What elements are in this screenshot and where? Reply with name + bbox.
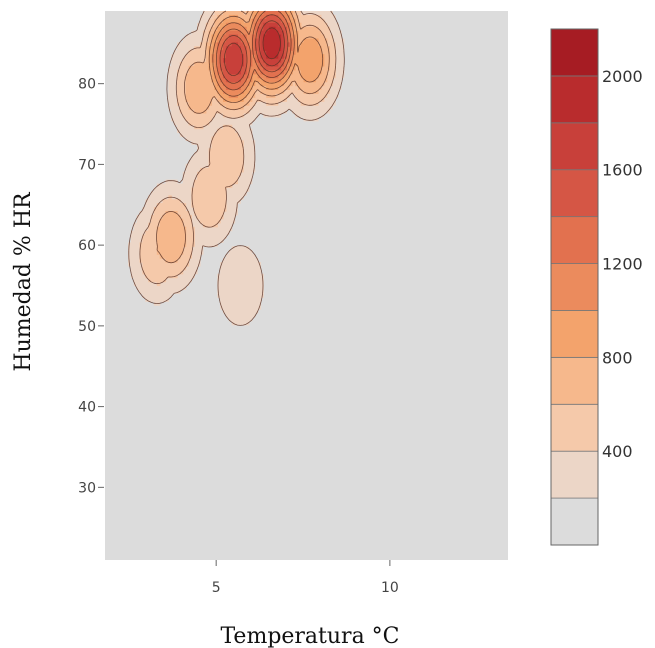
contour-band [263, 26, 282, 59]
contour-line [262, 27, 281, 60]
colorbar-band [550, 403, 599, 452]
contour-line [139, 10, 337, 285]
contour-line [216, 10, 292, 91]
colorbar-tick-label: 1200 [602, 255, 643, 274]
y-tick-label: 70 [78, 157, 96, 173]
contour-line [156, 10, 330, 264]
x-axis: 5 10 [212, 560, 399, 596]
colorbar-band [550, 310, 599, 358]
x-tick-label: 10 [381, 580, 399, 596]
contour-line [224, 20, 285, 77]
contour-line [212, 10, 295, 97]
contour-line [208, 10, 324, 103]
y-axis-title: Humedad % HR [11, 191, 36, 372]
y-tick-label: 30 [78, 480, 96, 496]
colorbar-band [550, 497, 599, 546]
y-tick-label: 60 [78, 238, 96, 254]
colorbar-tick-label: 400 [602, 442, 633, 461]
colorbar-tick-label: 800 [602, 348, 633, 367]
colorbar-band [550, 122, 599, 171]
colorbar-band [550, 450, 599, 499]
contour-line [219, 14, 289, 84]
x-tick-label: 5 [212, 580, 221, 596]
colorbar-band [550, 216, 599, 264]
colorbar-tick-label: 2000 [602, 67, 643, 86]
y-tick-label: 50 [78, 319, 96, 335]
y-tick-label: 40 [78, 400, 96, 416]
contour-layer [127, 10, 345, 326]
colorbar-band [550, 28, 599, 77]
colorbar-band [550, 169, 599, 218]
colorbar-tick-label: 1600 [602, 161, 643, 180]
colorbar: 400 800 1200 1600 2000 [550, 28, 643, 546]
colorbar-band [550, 263, 599, 311]
x-axis-title: Temperatura °C [220, 624, 399, 648]
colorbar-band [550, 356, 599, 405]
y-axis: 30 40 50 60 70 80 [78, 77, 104, 496]
y-tick-label: 80 [78, 77, 96, 93]
colorbar-frame [550, 28, 599, 546]
contour-line [128, 10, 345, 326]
colorbar-band [550, 75, 599, 124]
